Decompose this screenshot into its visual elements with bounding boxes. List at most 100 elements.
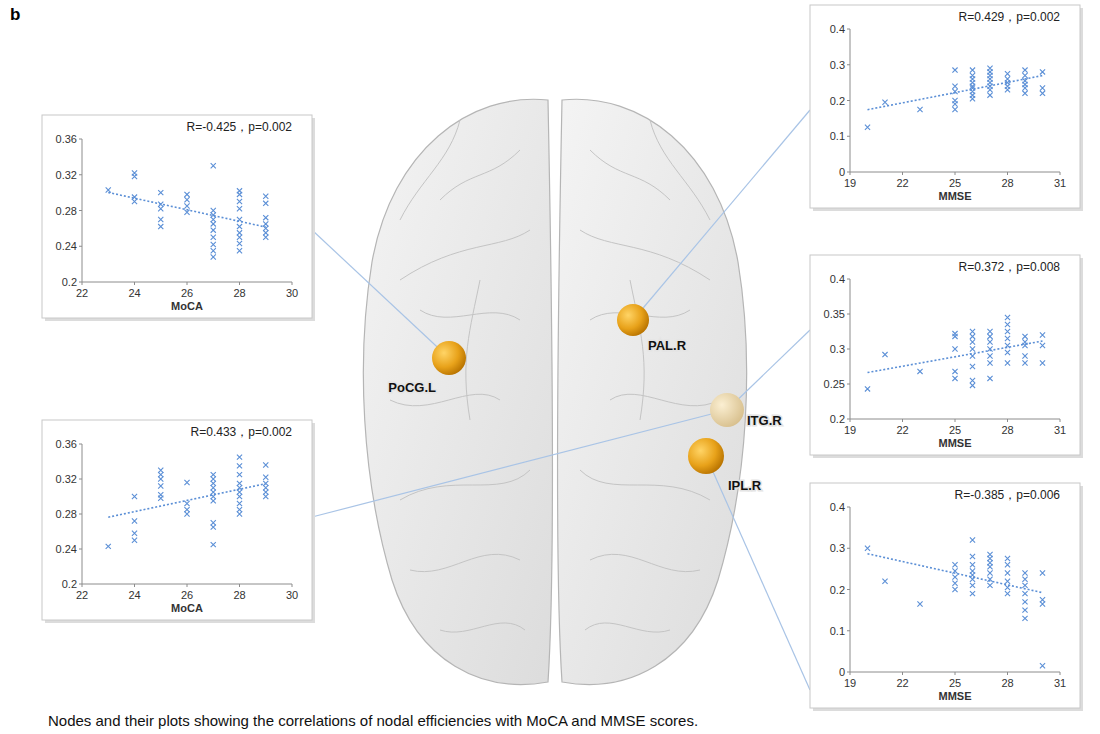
data-point [970,378,975,383]
x-axis-title: MoCA [171,300,203,312]
brain-sulcus [590,554,700,571]
data-point [970,591,975,596]
data-point [1005,87,1010,92]
data-point [952,68,957,73]
x-tick-label: 26 [181,589,193,601]
data-point [987,376,992,381]
data-point [970,554,975,559]
trend-line [108,192,266,227]
data-point [917,107,922,112]
data-point [158,224,163,229]
y-tick-label: 0.32 [56,169,77,181]
scatter-panel: 00.10.20.30.41922252831MMSER=-0.385，p=0.… [810,483,1083,711]
data-point [1022,591,1027,596]
data-point [237,230,242,235]
data-point [1022,353,1027,358]
data-point [158,217,163,222]
data-point [865,386,870,391]
data-point [237,511,242,516]
x-tick-label: 19 [844,177,856,189]
brain-sulcus [440,150,520,200]
data-point [237,455,242,460]
trend-line [868,554,1043,593]
plot-area [865,315,1045,392]
x-tick [1060,419,1061,422]
data-point [237,235,242,240]
brain-sulcus [440,623,525,632]
data-point [987,87,992,92]
y-tick [79,139,82,140]
x-tick-label: 25 [949,677,961,689]
data-point [1005,329,1010,334]
brain-right [557,99,746,684]
data-point [987,353,992,358]
data-point [263,462,268,467]
brain-sulcus [630,280,644,420]
y-tick [79,444,82,445]
x-tick [955,672,956,675]
x-tick [1060,172,1061,175]
connector [706,456,810,690]
data-point [211,254,216,259]
data-point [237,217,242,222]
x-tick [187,584,188,587]
data-point [1022,68,1027,73]
data-point [263,201,268,206]
y-tick-label: 0.1 [830,625,845,637]
data-point [1040,601,1045,606]
scatter-panel: 0.20.250.30.350.41922252831MMSER=0.372，p… [810,255,1083,458]
data-point [952,84,957,89]
data-point [1022,85,1027,90]
y-tick [79,479,82,480]
brain-node [710,393,744,427]
panel-box [810,255,1080,455]
y-tick [847,589,850,590]
data-point [970,383,975,388]
data-point [1022,599,1027,604]
data-point [987,346,992,351]
data-point [211,208,216,213]
x-tick-label: 22 [76,287,88,299]
data-point [1022,73,1027,78]
y-tick-label: 0.4 [830,273,845,285]
y-tick-label: 0.2 [830,413,845,425]
chart-title: R=0.372，p=0.008 [959,260,1061,274]
y-tick [847,100,850,101]
x-tick-label: 28 [233,589,245,601]
data-point [211,228,216,233]
connector [312,230,449,358]
y-tick [847,349,850,350]
data-point [132,518,137,523]
data-point [184,511,189,516]
y-tick [847,384,850,385]
y-tick [847,548,850,549]
data-point [263,221,268,226]
y-tick [79,549,82,550]
x-tick [902,672,903,675]
data-point [987,570,992,575]
data-point [106,187,111,192]
chart-title: R=0.433，p=0.002 [191,425,293,439]
x-axis-title: MoCA [171,602,203,614]
data-point [1005,579,1010,584]
panel-box [810,483,1080,708]
data-point [952,581,957,586]
x-tick-label: 22 [896,424,908,436]
data-point [1040,91,1045,96]
y-tick-label: 0.35 [824,308,845,320]
brain-node [432,341,466,375]
data-point [952,562,957,567]
data-point [1005,556,1010,561]
brain-sulcus [400,470,530,500]
data-point [184,480,189,485]
data-point [237,472,242,477]
plot-area [106,455,269,549]
data-point [1022,570,1027,575]
data-point [132,174,137,179]
x-tick [292,584,293,587]
data-point [1022,343,1027,348]
y-tick-label: 0.2 [830,95,845,107]
x-tick-label: 19 [844,424,856,436]
x-tick-label: 28 [1001,677,1013,689]
x-tick [902,419,903,422]
